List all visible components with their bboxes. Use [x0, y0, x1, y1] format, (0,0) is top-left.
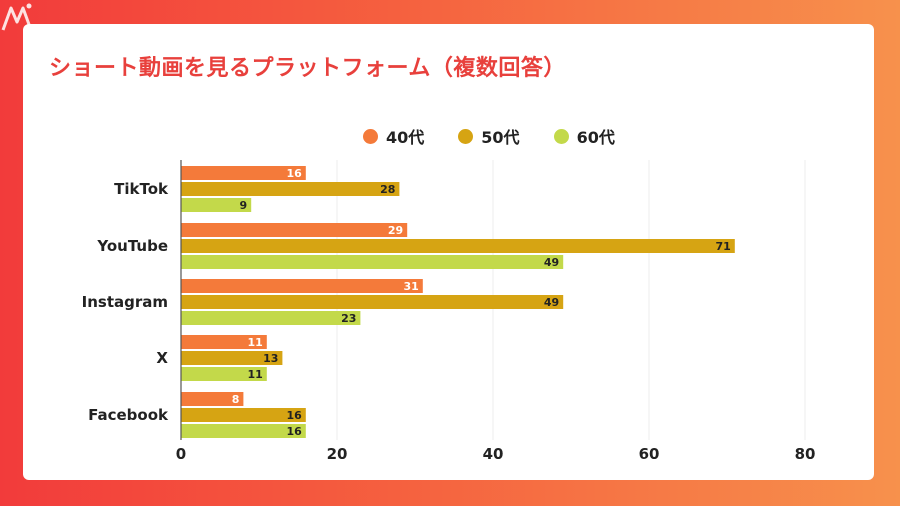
- chart-legend: 40代 50代 60代: [363, 124, 615, 148]
- data-label: 16: [286, 409, 302, 422]
- bar: [181, 166, 306, 180]
- data-label: 13: [263, 352, 278, 365]
- bar: [181, 424, 306, 438]
- data-label: 9: [240, 199, 248, 212]
- bar: [181, 408, 306, 422]
- data-label: 28: [380, 183, 395, 196]
- category-label: TikTok: [114, 180, 169, 198]
- data-label: 31: [403, 280, 418, 293]
- bar: [181, 239, 735, 253]
- data-label: 16: [286, 425, 302, 438]
- category-label: X: [156, 349, 168, 367]
- data-label: 71: [715, 240, 730, 253]
- x-tick-label: 80: [795, 445, 816, 463]
- bar: [181, 392, 244, 406]
- data-label: 49: [544, 256, 559, 269]
- chart-title: ショート動画を見るプラットフォーム（複数回答）: [49, 56, 566, 81]
- bar: [181, 279, 423, 293]
- bar: [181, 367, 267, 381]
- legend-dot-40s: [363, 128, 378, 144]
- bar: [181, 295, 564, 309]
- data-label: 11: [247, 368, 262, 381]
- legend-item-60s: 60代: [553, 124, 615, 148]
- data-label: 29: [388, 224, 403, 237]
- logo-watermark-icon: [1, 3, 33, 31]
- bar: [181, 351, 283, 365]
- bar: [181, 223, 408, 237]
- category-label: YouTube: [96, 237, 168, 255]
- legend-label-50s: 50代: [481, 128, 520, 147]
- x-tick-label: 40: [483, 445, 504, 463]
- x-tick-label: 20: [327, 445, 348, 463]
- legend-item-40s: 40代: [363, 124, 424, 148]
- x-tick-label: 60: [639, 445, 660, 463]
- legend-label-60s: 60代: [576, 128, 615, 147]
- legend-label-40s: 40代: [386, 128, 425, 147]
- data-label: 49: [544, 296, 559, 309]
- data-label: 16: [286, 167, 302, 180]
- data-label: 11: [247, 336, 262, 349]
- bar: [181, 311, 361, 325]
- bar: [181, 255, 564, 269]
- category-label: Instagram: [82, 293, 168, 311]
- bar: [181, 182, 400, 196]
- bar: [181, 198, 252, 212]
- category-label: Facebook: [88, 406, 169, 424]
- legend-dot-50s: [458, 128, 474, 144]
- data-label: 23: [341, 312, 356, 325]
- x-tick-label: 0: [176, 445, 186, 463]
- bar: [181, 335, 267, 349]
- legend-item-50s: 50代: [458, 124, 520, 148]
- data-label: 8: [232, 393, 240, 406]
- legend-dot-60s: [553, 128, 569, 144]
